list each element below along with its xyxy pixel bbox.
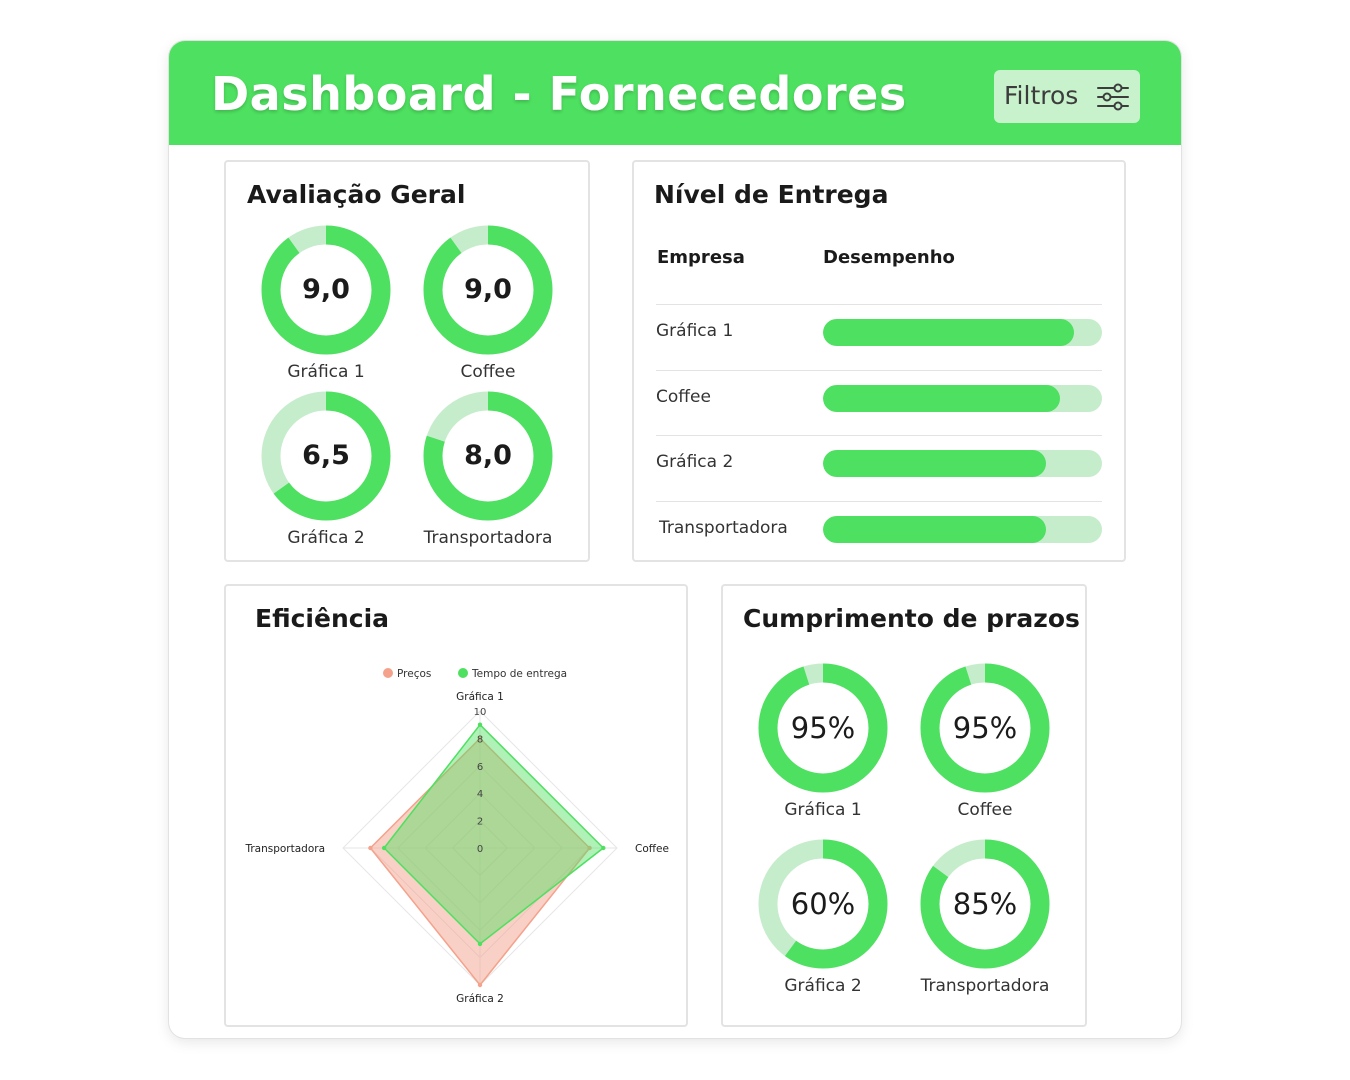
- rating-0-value: 9,0: [302, 274, 350, 305]
- radar-point-1-3: [381, 845, 387, 851]
- radar-axis-label: Transportadora: [244, 843, 325, 855]
- rating-3-value: 8,0: [464, 440, 512, 471]
- performance-bar-track: [823, 516, 1102, 543]
- column-header-empresa: Empresa: [657, 247, 745, 268]
- column-header-desempenho: Desempenho: [823, 247, 955, 268]
- rating-0-donut-arc: [261, 225, 391, 355]
- radar-tick-label: 10: [474, 707, 487, 718]
- filters-label: Filtros: [1004, 81, 1079, 110]
- deadline-0-label: Gráfica 1: [784, 800, 862, 820]
- rating-1-donut-arc: [423, 225, 553, 355]
- table-row-company: Coffee: [656, 387, 711, 407]
- card-avaliacao-geral: Avaliação Geral 9,0 Gráfica 1 9,0 Coffee 6,5…: [224, 160, 590, 562]
- legend-label-1: Tempo de entrega: [471, 668, 567, 680]
- radar-tick-label: 2: [477, 817, 483, 828]
- sliders-icon: [1096, 82, 1130, 116]
- legend-marker-1: [458, 668, 468, 678]
- card-title-prazos: Cumprimento de prazos: [743, 604, 1080, 633]
- performance-bar-track: [823, 385, 1102, 412]
- radar-point-0-0: [477, 736, 483, 741]
- rating-1-label: Coffee: [460, 362, 516, 382]
- radar-axis-label: Gráfica 2: [456, 993, 504, 1005]
- card-title-eficiencia: Eficiência: [255, 604, 390, 633]
- radar-tick-label: 4: [477, 789, 483, 800]
- table-row-company: Transportadora: [659, 518, 788, 538]
- rating-2-donut-arc: [261, 391, 391, 521]
- radar-tick-label: 0: [477, 844, 483, 855]
- deadline-2-donut-arc: [758, 839, 888, 969]
- deadline-2-value: 60%: [790, 887, 856, 921]
- deadline-0-donut: 95%: [758, 663, 888, 793]
- performance-bar-track: [823, 319, 1102, 346]
- card-title-avaliacao: Avaliação Geral: [247, 180, 466, 209]
- radar-axis-label: Gráfica 1: [456, 691, 504, 703]
- deadline-3-label: Transportadora: [920, 976, 1050, 996]
- performance-bar-fill: [823, 319, 1075, 346]
- performance-bar-fill: [823, 516, 1047, 543]
- deadline-1-donut-arc: [920, 663, 1050, 793]
- deadline-3-donut-arc: [920, 839, 1050, 969]
- performance-bar-fill: [823, 385, 1061, 412]
- performance-bar-fill: [823, 450, 1047, 477]
- card-eficiencia: Eficiência 0 2 4 6 8 10 Gráfica 1 Coffee Gráfica…: [224, 584, 688, 1027]
- table-row-divider: [656, 435, 1102, 436]
- deadline-1-value: 95%: [952, 711, 1018, 745]
- deadline-2-donut: 60%: [758, 839, 888, 969]
- table-row-company: Gráfica 2: [656, 452, 734, 472]
- table-row-divider: [656, 501, 1102, 502]
- filters-button[interactable]: Filtros: [994, 70, 1140, 123]
- rating-0-donut: 9,0: [261, 225, 391, 355]
- radar-point-1-1: [601, 845, 606, 851]
- rating-1-value: 9,0: [464, 274, 512, 305]
- deadline-2-label: Gráfica 2: [784, 976, 862, 996]
- radar-point-0-2: [477, 982, 483, 988]
- deadline-3-value: 85%: [952, 887, 1018, 921]
- deadline-0-value: 95%: [790, 711, 856, 745]
- table-row-company: Gráfica 1: [656, 321, 734, 341]
- rating-3-donut-arc: [423, 391, 553, 521]
- deadline-1-label: Coffee: [957, 800, 1013, 820]
- radar-tick-label: 6: [477, 762, 483, 773]
- header-bar: Dashboard - Fornecedores Filtros: [169, 41, 1181, 145]
- rating-3-label: Transportadora: [423, 528, 553, 548]
- table-row-divider: [656, 370, 1102, 371]
- page-title: Dashboard - Fornecedores: [211, 67, 907, 121]
- rating-2-value: 6,5: [302, 440, 350, 471]
- table-row-divider: [656, 304, 1102, 305]
- radar-point-0-1: [587, 845, 592, 851]
- rating-2-donut: 6,5: [261, 391, 391, 521]
- radar-point-1-2: [477, 941, 483, 947]
- radar-point-1-0: [477, 722, 483, 727]
- deadline-0-donut-arc: [758, 663, 888, 793]
- rating-1-donut: 9,0: [423, 225, 553, 355]
- radar-tick-label: 8: [477, 734, 483, 745]
- legend-label-0: Preços: [397, 668, 431, 680]
- card-title-entrega: Nível de Entrega: [654, 180, 889, 209]
- radar-series-1: [383, 723, 605, 945]
- radar-point-0-3: [368, 845, 373, 851]
- efficiency-radar-chart: 0 2 4 6 8 10 Gráfica 1 Coffee Gráfica 2 Transport…: [244, 668, 669, 1005]
- rating-0-label: Gráfica 1: [287, 362, 365, 382]
- performance-bar-track: [823, 450, 1102, 477]
- rating-3-donut: 8,0: [423, 391, 553, 521]
- card-nivel-entrega: Nível de Entrega Empresa Desempenho Gráf…: [632, 160, 1126, 562]
- dashboard-window: Dashboard - Fornecedores Filtros Avali: [169, 41, 1181, 1038]
- deadline-1-donut: 95%: [920, 663, 1050, 793]
- deadline-3-donut: 85%: [920, 839, 1050, 969]
- radar-axis-label: Coffee: [635, 843, 669, 855]
- legend-marker-0: [383, 668, 393, 678]
- card-cumprimento-prazos: Cumprimento de prazos 95% Gráfica 1 95% Cof…: [721, 584, 1087, 1027]
- rating-2-label: Gráfica 2: [287, 528, 365, 548]
